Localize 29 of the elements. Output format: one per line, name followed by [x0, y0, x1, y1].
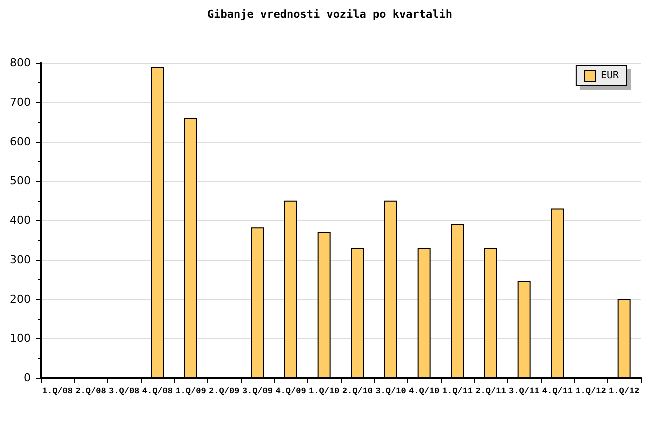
x-tick-label: 3.Q/09 — [242, 386, 273, 396]
y-tick-label: 0 — [24, 372, 31, 384]
x-tick-label: 4.Q/09 — [276, 386, 306, 396]
x-tick-label: 2.Q/11 — [476, 386, 506, 396]
x-tick-label: 4.Q/10 — [409, 386, 440, 396]
y-tick-label: 600 — [10, 135, 31, 148]
x-tick-label: 1.Q/11 — [442, 386, 473, 396]
x-tick-label: 1.Q/12 — [576, 386, 606, 396]
x-tick-label: 2.Q/10 — [342, 386, 373, 396]
y-tick-label: 500 — [10, 174, 31, 188]
x-tick-label: 1.Q/12 — [609, 386, 640, 396]
x-tick-label: 3.Q/11 — [509, 386, 540, 396]
y-tick-label: 400 — [10, 214, 31, 227]
legend-label: EUR — [600, 70, 620, 82]
x-tick-label: 2.Q/08 — [76, 386, 106, 396]
x-tick-label: 3.Q/10 — [376, 386, 406, 396]
chart-title: Gibanje vrednosti vozila po kvartalih — [207, 8, 453, 21]
x-tick-label: 3.Q/08 — [109, 386, 140, 396]
x-tick-label: 1.Q/10 — [309, 386, 340, 396]
y-tick-label: 700 — [10, 96, 31, 109]
x-tick-label: 4.Q/08 — [142, 386, 173, 396]
y-tick-label: 200 — [10, 292, 31, 306]
x-tick-label: 4.Q/11 — [542, 386, 573, 396]
x-tick-label: 1.Q/08 — [42, 386, 73, 396]
x-tick-label: 2.Q/09 — [209, 386, 240, 396]
y-tick-label: 300 — [10, 253, 31, 266]
x-tick-label: 1.Q/09 — [176, 386, 206, 396]
y-tick-label: 100 — [10, 332, 31, 346]
y-tick-label: 800 — [10, 56, 31, 70]
